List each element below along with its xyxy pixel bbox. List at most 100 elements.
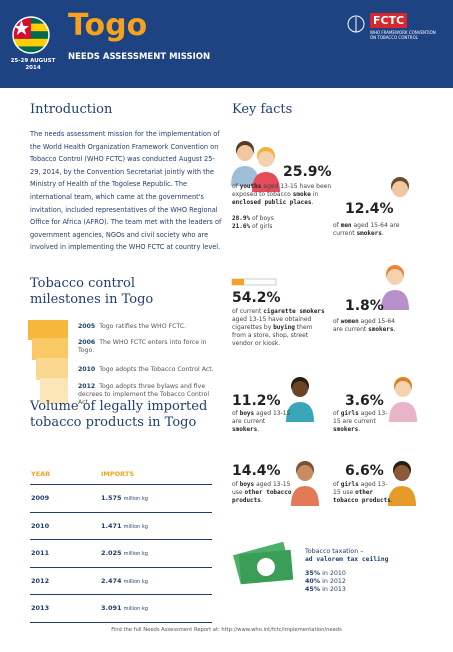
fact-part: of xyxy=(333,481,341,488)
tax-rate: 40% in 2012 xyxy=(305,578,388,586)
fact-part: enclosed public places xyxy=(232,199,312,206)
imports-table: YEAR IMPORTS 2009 1.575 million kg 2010 1.47… xyxy=(30,464,212,623)
milestone-year: 2010 xyxy=(78,366,96,373)
fact-part: of xyxy=(333,318,341,325)
section-title: Introduction xyxy=(30,102,113,117)
taxation: Tobacco taxation – ad valorem tax ceilin… xyxy=(305,548,388,594)
icon-part xyxy=(381,290,409,310)
icon-part xyxy=(388,486,416,506)
rate-part: in 2013 xyxy=(320,586,346,593)
subtitle: NEEDS ASSESSMENT MISSION xyxy=(68,52,211,62)
icon-part xyxy=(387,269,403,285)
milestone: 2012 Togo adopts three bylaws and five de… xyxy=(78,383,218,407)
fact-part: . xyxy=(358,426,361,433)
import-cell: 1.471 million kg xyxy=(100,512,212,540)
milestone: 2005 Togo ratifies the WHO FCTC. xyxy=(78,323,218,331)
year-cell: 2013 xyxy=(30,594,100,623)
milestone-year: 2012 xyxy=(78,383,96,390)
import-cell: 2.025 million kg xyxy=(100,539,212,568)
icon-part xyxy=(395,381,411,397)
fact-part: smokers xyxy=(232,426,258,433)
milestone-year: 2006 xyxy=(78,339,96,346)
date: 25-29 AUGUST 2014 xyxy=(10,58,56,72)
tax-rate: 45% in 2013 xyxy=(305,586,388,594)
import-unit: million kg xyxy=(123,523,148,530)
milestone-text: Togo ratifies the WHO FCTC. xyxy=(99,323,187,330)
fact-part: . xyxy=(260,497,263,504)
import-unit: million kg xyxy=(123,551,148,558)
fact-part: of xyxy=(333,410,341,417)
icon-part xyxy=(394,465,410,481)
detail-part: 21.6% xyxy=(232,223,251,230)
fact-part: girls xyxy=(340,410,359,417)
fact-value: 11.2% xyxy=(232,393,281,409)
fact-part: of xyxy=(232,183,240,190)
import-unit: million kg xyxy=(123,606,148,613)
rate-part: in 2010 xyxy=(320,570,346,577)
icon-part xyxy=(257,558,275,576)
fact-part: smoke xyxy=(292,191,311,198)
detail-part: 28.9% xyxy=(232,215,251,222)
import-cell: 3.091 million kg xyxy=(100,594,212,623)
import-value: 3.091 xyxy=(101,604,122,613)
fact-part: . xyxy=(390,497,393,504)
fact-part: aged 13-15 have obtained cigarettes by xyxy=(232,316,312,331)
milestone-steps xyxy=(28,320,68,404)
logo: FCTC xyxy=(370,13,408,28)
milestone: 2006 The WHO FCTC enters into force in To… xyxy=(78,339,218,355)
fact-part: girls xyxy=(340,481,359,488)
flag xyxy=(12,16,50,54)
fact-part: other tobacco products xyxy=(232,489,292,504)
fact-part: aged 15-64 are current xyxy=(333,318,395,333)
fact-part: men xyxy=(340,222,352,229)
fact-text: of girls aged 13-15 use other tobacco pr… xyxy=(333,481,393,505)
icon-part xyxy=(232,279,244,285)
year-cell: 2011 xyxy=(30,539,100,568)
table-row: 2013 3.091 million kg xyxy=(30,594,212,623)
fact-part: . xyxy=(311,199,314,206)
fact-text: of boys aged 13-15 use other tobacco pro… xyxy=(232,481,292,505)
fact-part: smokers xyxy=(368,326,394,333)
icon-part xyxy=(258,151,274,167)
fact-detail: 28.9% of boys xyxy=(232,215,342,223)
import-value: 1.575 xyxy=(101,494,122,503)
year-cell: 2009 xyxy=(30,484,100,513)
fact-part: them from a store, shop, street vendor o… xyxy=(232,324,313,347)
rate-part: 40% xyxy=(305,578,321,585)
column-header: IMPORTS xyxy=(100,464,212,485)
milestone-year: 2005 xyxy=(78,323,96,330)
table-row: 2012 2.474 million kg xyxy=(30,567,212,595)
fact-part: boys xyxy=(239,410,255,417)
tax-title: Tobacco taxation – xyxy=(305,548,364,555)
rate-part: 45% xyxy=(305,586,321,593)
table-row: 2009 1.575 million kg xyxy=(30,484,212,513)
date-line: 25-29 AUGUST xyxy=(10,58,56,64)
fact-part: aged 13-15 are current xyxy=(232,410,291,425)
rate-part: 35% xyxy=(305,570,321,577)
icon-part xyxy=(286,402,314,422)
year-cell: 2012 xyxy=(30,567,100,595)
icon-part xyxy=(292,381,308,397)
fact-part: other tobacco products xyxy=(333,489,391,504)
fact-part: cigarette smokers xyxy=(263,308,325,315)
fact-value: 6.6% xyxy=(345,463,384,479)
fact-value: 54.2% xyxy=(232,290,281,306)
icon-part xyxy=(237,145,253,161)
icon-part xyxy=(392,181,408,197)
detail-part: of girls xyxy=(250,223,273,230)
import-value: 2.025 xyxy=(101,549,122,558)
import-unit: million kg xyxy=(123,496,148,503)
fact-value: 3.6% xyxy=(345,393,384,409)
milestone-text: Togo adopts the Tobacco Control Act. xyxy=(99,366,214,373)
fact-text: of boys aged 13-15 are current smokers. xyxy=(232,410,292,434)
fact-text: of men aged 15-64 are current smokers. xyxy=(333,222,403,238)
fact-text: of youths aged 13-15 have been exposed t… xyxy=(232,183,342,231)
fact-part: smokers xyxy=(356,230,382,237)
icon-part xyxy=(386,202,414,222)
fact-part: aged 15-64 are current xyxy=(333,222,400,237)
table-row: 2011 2.025 million kg xyxy=(30,539,212,568)
footer: Find the full Needs Assessment Report at… xyxy=(111,627,342,633)
rate-part: in 2012 xyxy=(320,578,346,585)
title: Togo xyxy=(68,8,148,43)
